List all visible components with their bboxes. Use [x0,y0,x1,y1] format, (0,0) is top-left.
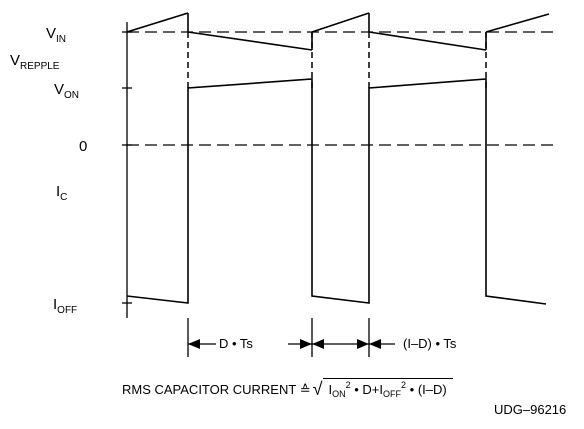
v-in-label: VIN [46,25,67,45]
one-minus-d-arrowhead-left [369,339,381,349]
voltage-decay-1 [187,31,313,51]
sqrt-icon: √ [312,379,323,399]
i-off-label: IOFF [53,296,78,316]
zero-label: 0 [79,138,88,155]
d-ts-arrowhead-right [300,339,312,349]
formula-equals-sign: ≙ [299,382,311,397]
voltage-decay-2 [368,31,487,51]
off-time-arrowhead-left [312,339,324,349]
figure-id: UDG–96216 [494,402,567,417]
rms-formula: RMS CAPACITOR CURRENT ≙ √ ION2 • D+IOFF2 •… [122,378,453,399]
voltage-ramp-2 [311,12,370,33]
voltage-ramp-1 [126,12,189,33]
one-minus-d-ts-label: (I–D) • Ts [403,336,457,351]
capacitor-current-waveform [126,78,547,305]
v-on-label: VON [54,81,80,101]
voltage-ramp-3 [485,13,550,33]
off-time-arrowhead-right [357,339,369,349]
formula-prefix: RMS CAPACITOR CURRENT [122,382,297,397]
d-ts-label: D • Ts [219,336,253,351]
formula-radicand: ION2 • D+IOFF2 • (I–D) [322,378,453,399]
i-c-label: IC [56,183,68,203]
d-ts-arrowhead-left [188,339,200,349]
v-ripple-label: VREPPLE [10,52,60,72]
